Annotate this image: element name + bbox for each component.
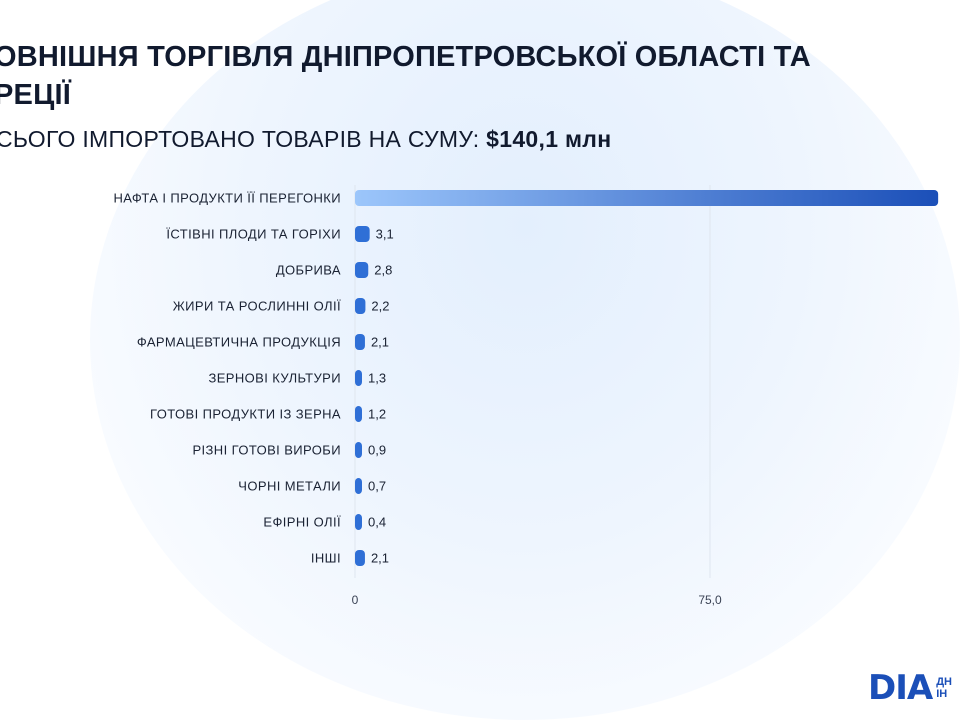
category-label: ЧОРНІ МЕТАЛИ xyxy=(238,479,341,494)
bar xyxy=(355,550,365,566)
value-label: 2,1 xyxy=(371,335,389,350)
category-label: ЇСТІВНІ ПЛОДИ ТА ГОРІХИ xyxy=(166,227,341,242)
logo-mark: DIA xyxy=(868,668,933,708)
value-label: 2,1 xyxy=(371,551,389,566)
value-label: 2,2 xyxy=(371,299,389,314)
logo-sub-line-1: ДН xyxy=(936,676,952,688)
value-label: 0,9 xyxy=(368,443,386,458)
category-label: ЗЕРНОВІ КУЛЬТУРИ xyxy=(208,371,341,386)
category-label: ФАРМАЦЕВТИЧНА ПРОДУКЦІЯ xyxy=(137,335,341,350)
logo-sub-line-2: ІН xyxy=(936,688,948,700)
category-label: ГОТОВІ ПРОДУКТИ ІЗ ЗЕРНА xyxy=(150,407,341,422)
bar xyxy=(355,334,365,350)
x-tick-label: 0 xyxy=(352,593,359,607)
dia-logo: DIA ДН ІН xyxy=(868,668,952,708)
value-label: 0,7 xyxy=(368,479,386,494)
subtitle-total-value: $140,1 млн xyxy=(486,126,612,152)
category-label: ІНШІ xyxy=(311,551,341,566)
x-tick-label: 75,0 xyxy=(698,593,722,607)
bar xyxy=(355,190,939,206)
page-title: ОВНІШНЯ ТОРГІВЛЯ ДНІПРОПЕТРОВСЬКОЇ ОБЛАС… xyxy=(0,38,954,114)
value-label: 1,2 xyxy=(368,407,386,422)
bar xyxy=(355,262,369,278)
bar xyxy=(355,514,362,530)
bar xyxy=(355,226,370,242)
title-line-1: ОВНІШНЯ ТОРГІВЛЯ ДНІПРОПЕТРОВСЬКОЇ ОБЛАС… xyxy=(0,41,811,73)
category-label: НАФТА І ПРОДУКТИ ЇЇ ПЕРЕГОНКИ xyxy=(113,191,341,206)
bar xyxy=(355,370,362,386)
bar xyxy=(355,478,362,494)
background-circle xyxy=(90,0,960,720)
title-line-2: РЕЦІЇ xyxy=(0,79,71,111)
value-label: 0,4 xyxy=(368,515,386,530)
category-label: ЕФІРНІ ОЛІЇ xyxy=(263,515,341,530)
category-label: ЖИРИ ТА РОСЛИННІ ОЛІЇ xyxy=(173,299,341,314)
bar xyxy=(355,298,366,314)
subtitle-prefix: СЬОГО ІМПОРТОВАНО ТОВАРІВ НА СУМУ: xyxy=(0,126,487,152)
value-label: 1,3 xyxy=(368,371,386,386)
category-label: ДОБРИВА xyxy=(276,263,341,278)
bar xyxy=(355,442,362,458)
category-label: РІЗНІ ГОТОВІ ВИРОБИ xyxy=(192,443,341,458)
value-label: 3,1 xyxy=(376,227,394,242)
page-subtitle: СЬОГО ІМПОРТОВАНО ТОВАРІВ НА СУМУ: $140,… xyxy=(0,126,611,153)
bar xyxy=(355,406,362,422)
value-label: 2,8 xyxy=(374,263,392,278)
logo-subtext: ДН ІН xyxy=(936,676,952,700)
